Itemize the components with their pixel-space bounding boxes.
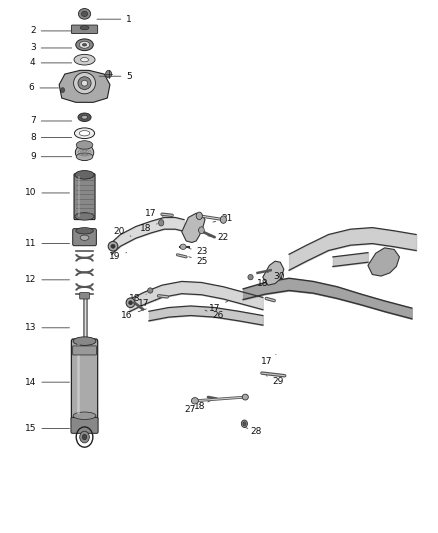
Ellipse shape: [74, 128, 95, 139]
Text: 27: 27: [185, 404, 201, 414]
Text: 12: 12: [25, 276, 70, 284]
Ellipse shape: [180, 244, 186, 249]
Text: 17: 17: [145, 209, 164, 217]
Ellipse shape: [82, 44, 87, 46]
Text: 16: 16: [121, 309, 146, 320]
Ellipse shape: [242, 394, 248, 400]
Ellipse shape: [78, 9, 91, 19]
Text: 17: 17: [209, 301, 228, 312]
Ellipse shape: [243, 422, 246, 425]
Polygon shape: [59, 70, 110, 102]
Ellipse shape: [220, 216, 226, 223]
Ellipse shape: [74, 72, 95, 94]
Ellipse shape: [79, 131, 90, 136]
Text: 5: 5: [99, 72, 132, 80]
Text: 9: 9: [30, 152, 72, 161]
Ellipse shape: [111, 244, 115, 248]
Ellipse shape: [81, 58, 88, 62]
Ellipse shape: [75, 144, 94, 160]
Ellipse shape: [73, 412, 96, 419]
Ellipse shape: [82, 434, 87, 440]
FancyBboxPatch shape: [74, 174, 95, 220]
Ellipse shape: [76, 153, 93, 160]
Ellipse shape: [159, 220, 164, 226]
Polygon shape: [263, 261, 284, 285]
Ellipse shape: [80, 235, 89, 240]
FancyBboxPatch shape: [71, 339, 98, 421]
FancyBboxPatch shape: [71, 417, 98, 433]
Text: 8: 8: [30, 133, 72, 142]
Text: 10: 10: [25, 189, 70, 197]
Text: 17: 17: [261, 354, 276, 366]
Ellipse shape: [74, 54, 95, 65]
Ellipse shape: [196, 212, 202, 220]
Ellipse shape: [78, 77, 91, 90]
Text: 1: 1: [97, 15, 132, 23]
Text: 28: 28: [245, 427, 262, 436]
Ellipse shape: [75, 213, 94, 220]
Text: 15: 15: [25, 424, 70, 433]
Ellipse shape: [76, 228, 93, 234]
Ellipse shape: [78, 113, 91, 122]
Ellipse shape: [81, 80, 88, 86]
FancyBboxPatch shape: [71, 25, 98, 34]
Text: 29: 29: [266, 376, 284, 385]
Text: 18: 18: [250, 278, 268, 288]
Ellipse shape: [79, 42, 90, 48]
Ellipse shape: [80, 26, 89, 30]
Text: 7: 7: [30, 117, 72, 125]
FancyBboxPatch shape: [73, 229, 96, 246]
Ellipse shape: [76, 39, 93, 51]
Polygon shape: [182, 213, 205, 243]
Ellipse shape: [199, 227, 204, 233]
Text: 18: 18: [129, 294, 146, 303]
Ellipse shape: [148, 288, 153, 293]
Ellipse shape: [81, 11, 88, 17]
Text: 6: 6: [28, 84, 59, 92]
Text: 22: 22: [208, 233, 228, 241]
Ellipse shape: [73, 337, 96, 345]
Ellipse shape: [75, 171, 94, 179]
Text: 23: 23: [189, 247, 208, 256]
Text: 25: 25: [189, 257, 208, 265]
Text: 19: 19: [109, 253, 127, 261]
Text: 18: 18: [194, 401, 210, 410]
Text: 2: 2: [30, 27, 72, 35]
Text: 18: 18: [140, 224, 157, 232]
FancyBboxPatch shape: [80, 293, 89, 299]
Ellipse shape: [241, 420, 247, 427]
Text: 11: 11: [25, 239, 70, 248]
Ellipse shape: [80, 431, 89, 443]
Ellipse shape: [191, 398, 198, 404]
FancyBboxPatch shape: [73, 346, 96, 355]
Ellipse shape: [126, 298, 135, 308]
Text: 17: 17: [138, 300, 157, 308]
Ellipse shape: [60, 87, 65, 93]
Text: 20: 20: [113, 228, 131, 236]
Text: 14: 14: [25, 378, 70, 386]
Text: 30: 30: [266, 272, 285, 280]
Ellipse shape: [81, 115, 88, 119]
Text: 3: 3: [30, 44, 72, 52]
Ellipse shape: [108, 241, 118, 251]
Ellipse shape: [248, 274, 253, 280]
Ellipse shape: [129, 301, 132, 305]
Text: 21: 21: [213, 214, 233, 223]
Text: 26: 26: [205, 310, 224, 320]
Ellipse shape: [106, 70, 112, 78]
Text: 4: 4: [30, 59, 72, 67]
Polygon shape: [368, 248, 399, 276]
Text: 13: 13: [25, 324, 70, 332]
Ellipse shape: [76, 141, 93, 149]
